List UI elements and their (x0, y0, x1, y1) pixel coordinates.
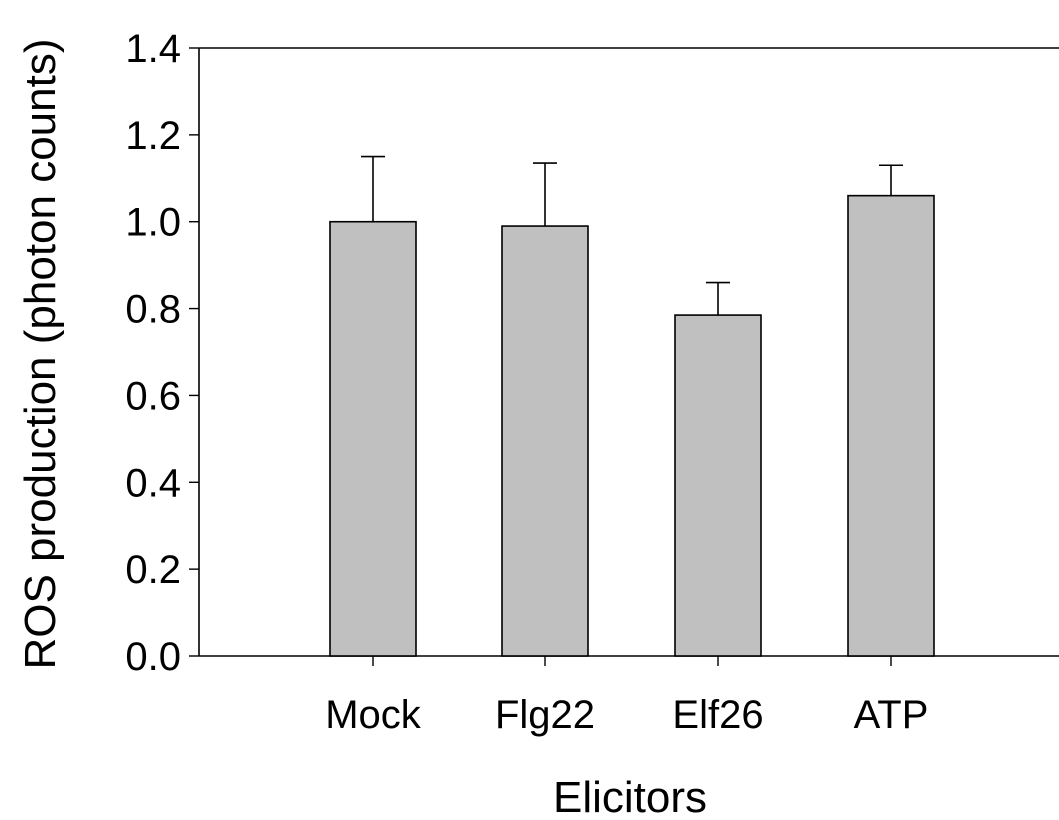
y-tick-label: 1.4 (125, 27, 181, 71)
y-tick-label: 1.2 (125, 114, 181, 158)
y-tick-label: 0.8 (125, 288, 181, 332)
bar (501, 225, 589, 657)
x-tick-label: Mock (325, 693, 422, 737)
bar (847, 194, 935, 657)
bar (329, 220, 417, 657)
y-tick-label: 0.2 (125, 548, 181, 592)
bar (674, 314, 762, 657)
y-axis-label: ROS production (photon counts) (16, 38, 65, 669)
y-tick-label: 1.0 (125, 201, 181, 245)
x-tick-label: ATP (854, 693, 929, 737)
y-tick-label: 0.0 (125, 635, 181, 679)
plot-area: 0.0 0.2 0.4 0.6 0.8 1.0 1.2 1.4 Mock Flg22 Elf26 AT… (125, 27, 1059, 737)
x-tick-label: Elf26 (672, 693, 763, 737)
x-tick-label: Flg22 (495, 693, 595, 737)
y-tick-label: 0.4 (125, 461, 181, 505)
y-tick-label: 0.6 (125, 374, 181, 418)
x-axis-label: Elicitors (553, 773, 707, 820)
